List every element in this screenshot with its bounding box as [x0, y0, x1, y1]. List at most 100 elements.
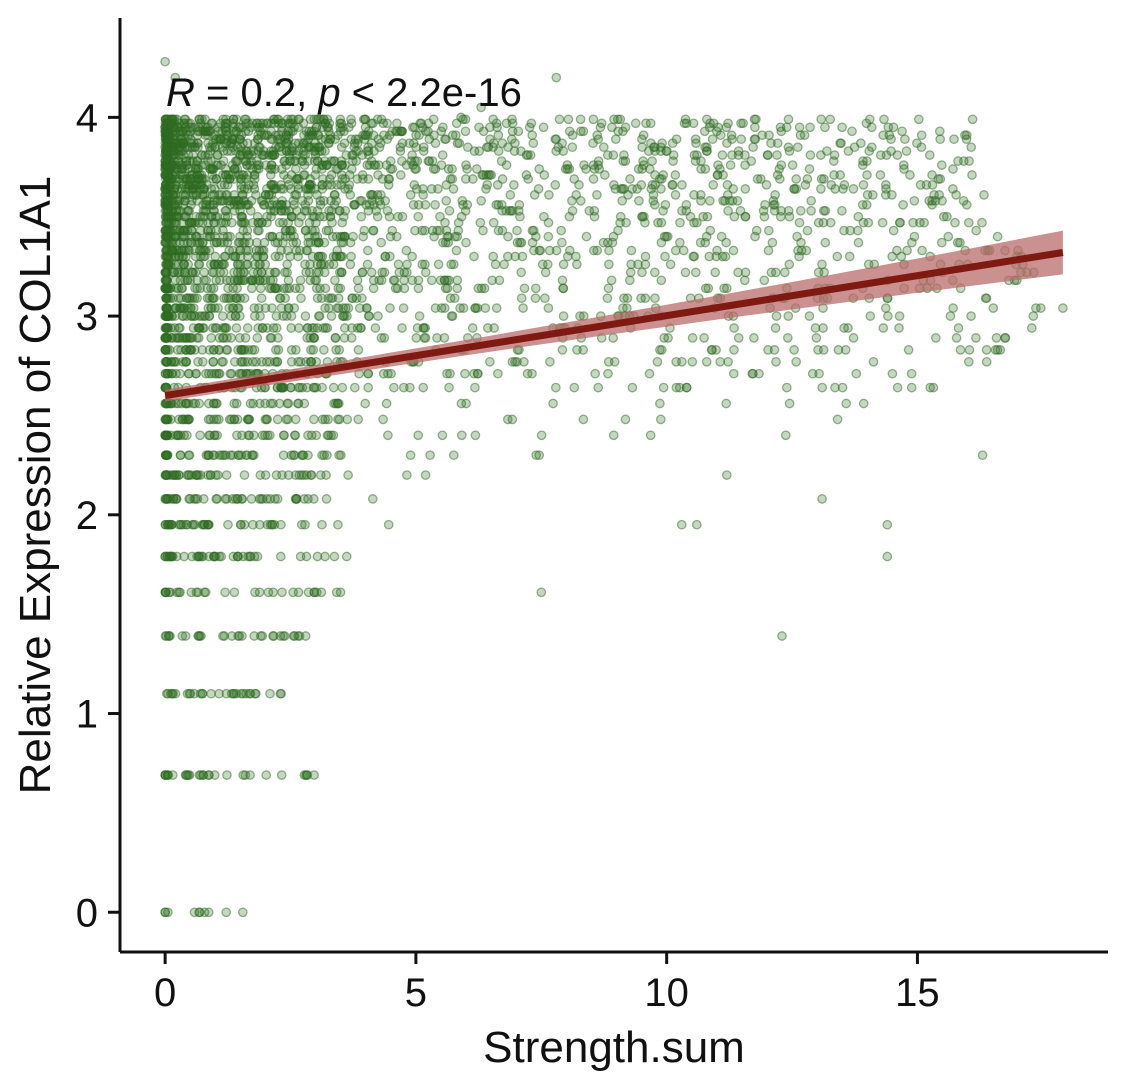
data-point: [301, 770, 312, 780]
data-point: [197, 150, 207, 160]
data-point: [359, 225, 370, 236]
data-point: [556, 225, 567, 236]
data-point: [539, 211, 549, 222]
data-point: [249, 345, 260, 355]
data-point: [331, 345, 341, 355]
data-point: [224, 414, 235, 425]
data-point: [530, 283, 541, 294]
data-point: [390, 283, 401, 294]
data-point: [267, 519, 278, 530]
data-point: [381, 398, 392, 409]
data-point: [238, 267, 249, 278]
data-point: [172, 345, 183, 355]
data-point: [782, 333, 793, 343]
data-point: [964, 345, 975, 355]
data-point: [1035, 303, 1046, 313]
data-point: [578, 345, 589, 355]
data-point: [397, 156, 407, 166]
data-point: [925, 382, 936, 393]
data-point: [195, 430, 205, 441]
data-point: [817, 259, 827, 270]
data-point: [607, 122, 617, 133]
data-point: [217, 311, 228, 321]
data-point: [739, 275, 750, 286]
data-point: [696, 164, 706, 174]
data-point: [343, 470, 353, 480]
data-point: [894, 311, 905, 321]
data-point: [569, 174, 580, 184]
data-point: [161, 450, 171, 461]
data-point: [816, 174, 827, 184]
data-point: [725, 160, 736, 170]
data-point: [205, 470, 216, 480]
data-point: [640, 293, 651, 304]
data-point: [203, 303, 214, 313]
data-point: [193, 631, 204, 641]
data-point: [181, 345, 191, 355]
data-point: [366, 267, 377, 278]
data-point: [240, 333, 251, 343]
data-point: [888, 122, 899, 133]
data-point: [330, 275, 340, 286]
data-point: [604, 259, 614, 270]
data-point: [342, 414, 353, 425]
data-point: [187, 519, 198, 530]
data-point: [309, 587, 320, 598]
data-point: [688, 118, 699, 129]
data-point: [249, 450, 259, 461]
data-point: [300, 259, 310, 270]
data-point: [441, 195, 452, 206]
data-point: [879, 114, 889, 125]
data-point: [386, 368, 396, 379]
data-point: [801, 245, 812, 256]
data-point: [404, 138, 415, 149]
data-point: [376, 114, 387, 125]
data-point: [927, 170, 937, 180]
data-point: [439, 333, 450, 343]
data-point: [924, 150, 935, 160]
data-point: [231, 323, 242, 333]
data-point: [829, 150, 840, 160]
data-point: [571, 190, 582, 200]
data-point: [792, 142, 803, 153]
data-point: [469, 251, 479, 262]
data-point: [723, 205, 733, 216]
data-point: [420, 267, 431, 278]
data-point: [822, 146, 832, 156]
data-point: [234, 275, 244, 286]
data-point: [184, 494, 194, 504]
data-point: [179, 551, 189, 562]
data-point: [775, 122, 786, 133]
data-point: [296, 519, 307, 530]
data-point: [246, 283, 257, 294]
data-point: [163, 311, 174, 321]
data-point: [162, 470, 173, 480]
data-point: [584, 205, 595, 216]
data-point: [273, 345, 284, 355]
data-point: [898, 160, 909, 170]
data-point: [816, 184, 826, 194]
data-point: [214, 414, 224, 425]
data-point: [278, 217, 288, 228]
data-point: [201, 368, 211, 379]
data-point: [482, 323, 493, 333]
data-point: [830, 382, 840, 393]
data-point: [680, 267, 691, 278]
data-point: [197, 345, 208, 355]
data-point: [493, 130, 504, 141]
data-point: [581, 231, 592, 242]
data-point: [557, 345, 568, 355]
data-point: [239, 293, 250, 304]
data-point: [248, 519, 258, 530]
data-point: [456, 398, 467, 409]
data-point: [302, 245, 313, 256]
data-point: [339, 231, 350, 242]
data-point: [792, 231, 802, 242]
data-point: [231, 688, 242, 699]
data-point: [702, 114, 712, 125]
data-point: [160, 56, 170, 67]
data-point: [590, 368, 601, 379]
data-point: [346, 114, 356, 125]
data-point: [738, 118, 748, 129]
